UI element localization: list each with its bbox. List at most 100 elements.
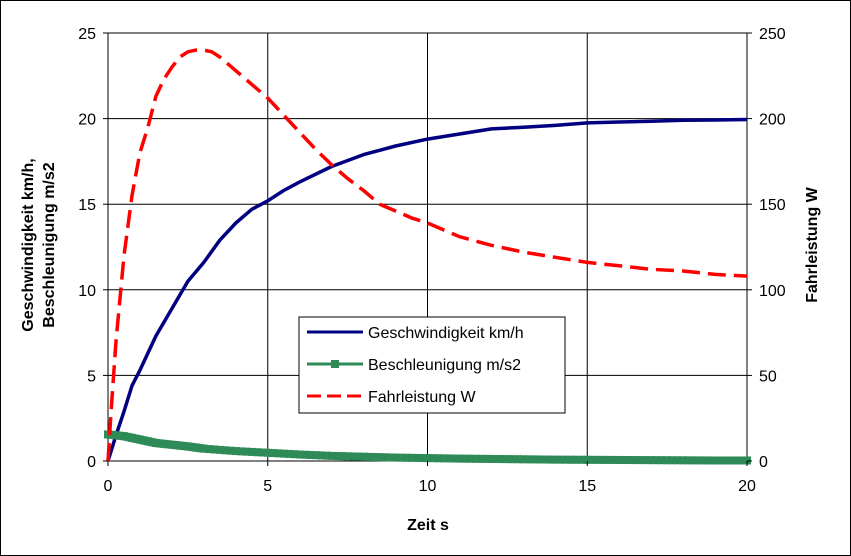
beschleunigung-point [380,453,389,462]
beschleunigung-point [663,456,672,465]
beschleunigung-point [295,450,304,459]
beschleunigung-point [471,454,480,463]
beschleunigung-point [364,452,373,461]
beschleunigung-point [652,456,661,465]
beschleunigung-point [279,449,288,458]
beschleunigung-point [535,455,544,464]
x-axis-ticks: 0 5 10 15 20 [104,461,756,495]
y-left-tick-label: 5 [87,368,96,385]
y-right-axis-ticks: 0 50 100 150 200 250 [747,26,786,471]
y-right-tick-label: 0 [759,454,768,471]
beschleunigung-point [237,447,246,456]
x-tick-label: 0 [104,478,113,495]
beschleunigung-point [466,454,475,463]
x-tick-label: 15 [578,478,596,495]
beschleunigung-point [285,449,294,458]
beschleunigung-point [668,456,677,465]
y-right-tick-label: 100 [759,283,786,300]
beschleunigung-point [375,453,384,462]
beschleunigung-point [359,452,368,461]
x-tick-label: 5 [263,478,272,495]
beschleunigung-point [647,456,656,465]
beschleunigung-point [705,456,714,465]
beschleunigung-point [412,453,421,462]
beschleunigung-point [545,455,554,464]
beschleunigung-point [322,451,331,460]
beschleunigung-point [519,455,528,464]
beschleunigung-point [615,455,624,464]
beschleunigung-point [577,455,586,464]
beschleunigung-point [583,455,592,464]
beschleunigung-point [205,445,214,454]
beschleunigung-point [306,450,315,459]
beschleunigung-point [407,453,416,462]
beschleunigung-point [498,455,507,464]
beschleunigung-point [301,450,310,459]
y-left-axis-title-line2: Beschleunigung m/s2 [41,162,58,327]
beschleunigung-point [253,448,262,457]
legend: Geschwindigkeit km/h Beschleunigung m/s2… [298,316,566,414]
beschleunigung-point [386,453,395,462]
series-geschwindigkeit-line [106,117,748,462]
legend-marker-beschleunigung [331,360,339,368]
y-right-tick-label: 150 [759,197,786,214]
beschleunigung-point [593,455,602,464]
beschleunigung-point [567,455,576,464]
beschleunigung-point [263,448,272,457]
beschleunigung-point [332,452,341,461]
beschleunigung-point [572,455,581,464]
beschleunigung-point [338,452,347,461]
legend-label-fahrleistung: Fahrleistung W [368,389,476,406]
beschleunigung-point [199,444,208,453]
beschleunigung-point [530,455,538,464]
beschleunigung-point [343,452,352,461]
beschleunigung-point [428,454,437,463]
beschleunigung-point [700,456,709,465]
beschleunigung-point [743,456,751,465]
y-left-tick-label: 10 [78,283,96,300]
x-tick-label: 10 [419,478,437,495]
beschleunigung-point [396,453,405,462]
beschleunigung-point [727,456,736,465]
y-right-tick-label: 250 [759,26,786,43]
x-axis-title: Zeit s [407,517,449,534]
beschleunigung-point [482,454,491,463]
beschleunigung-point [604,455,613,464]
y-left-axis-ticks: 0 5 10 15 20 25 [78,26,108,471]
beschleunigung-point [599,455,608,464]
beschleunigung-point [418,454,427,463]
beschleunigung-point [354,452,363,461]
beschleunigung-point [620,456,629,465]
x-tick-label: 20 [738,478,756,495]
beschleunigung-point [455,454,464,463]
beschleunigung-point [609,455,618,464]
beschleunigung-point [439,454,448,463]
beschleunigung-point [402,453,411,462]
beschleunigung-point [556,455,565,464]
beschleunigung-point [290,450,299,459]
beschleunigung-point [625,456,634,465]
beschleunigung-point [721,456,730,465]
legend-label-geschwindigkeit: Geschwindigkeit km/h [368,325,524,342]
beschleunigung-point [210,445,219,454]
beschleunigung-point [588,455,597,464]
beschleunigung-point [508,455,517,464]
legend-label-beschleunigung: Beschleunigung m/s2 [368,357,521,374]
beschleunigung-point [370,453,379,462]
beschleunigung-point [215,445,224,454]
beschleunigung-point [317,451,325,460]
beschleunigung-point [524,455,533,464]
beschleunigung-point [391,453,400,462]
beschleunigung-point [732,456,741,465]
beschleunigung-point [631,456,640,465]
beschleunigung-point [327,451,336,460]
beschleunigung-point [684,456,693,465]
beschleunigung-point [460,454,469,463]
beschleunigung-point [514,455,523,464]
beschleunigung-point [444,454,453,463]
beschleunigung-point [476,454,485,463]
y-left-axis-title-line1: Geschwindigkeit km/h, [20,158,37,331]
y-left-tick-label: 0 [87,454,96,471]
beschleunigung-point [641,456,650,465]
